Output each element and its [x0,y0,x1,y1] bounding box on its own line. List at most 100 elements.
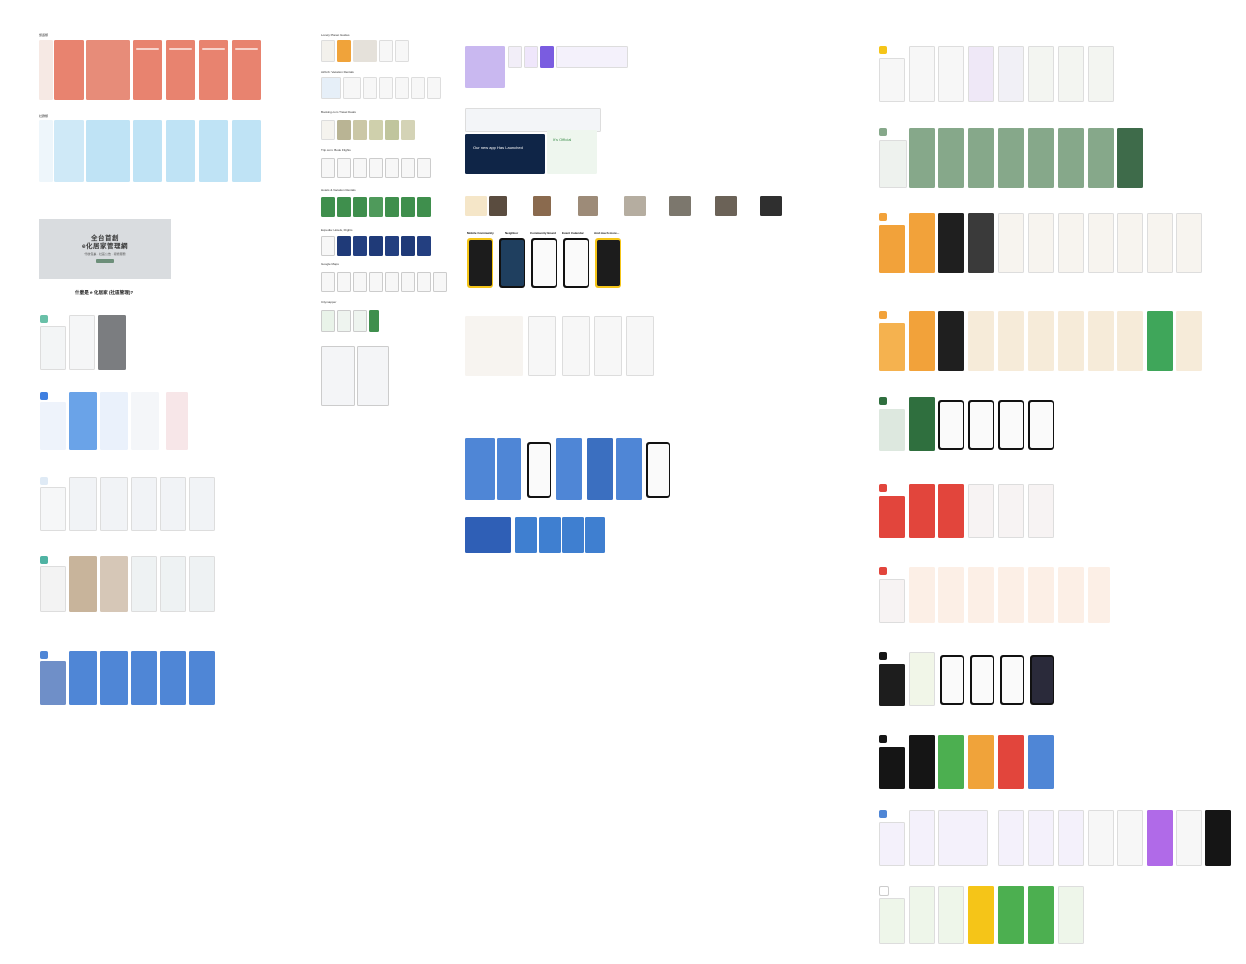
app-screenshot[interactable] [879,225,905,273]
app-screenshot[interactable] [998,810,1024,866]
app-screenshot[interactable] [1088,128,1114,188]
app-screenshot[interactable] [40,487,66,531]
app-icon[interactable] [40,477,48,485]
app-screenshot[interactable] [909,213,935,273]
app-screenshot[interactable] [998,46,1024,102]
phone-mockup[interactable] [998,400,1024,450]
app-screenshot[interactable] [166,392,188,450]
app-screenshot[interactable] [417,236,431,256]
app-icon-tile[interactable] [39,40,53,100]
app-screenshot[interactable] [1147,213,1173,273]
app-screenshot[interactable] [385,197,399,217]
app-screenshot[interactable] [968,886,994,944]
app-screenshot[interactable] [524,46,538,68]
app-screenshot[interactable] [160,477,186,531]
app-screenshot[interactable] [1028,46,1054,102]
photo-tile[interactable] [669,196,691,216]
app-screenshot[interactable] [69,477,97,531]
app-screenshot[interactable] [998,735,1024,789]
app-icon[interactable] [879,484,887,492]
app-screenshot[interactable] [1058,886,1084,944]
app-screenshot[interactable] [337,120,351,140]
app-screenshot[interactable] [1058,567,1084,623]
app-screenshot[interactable] [395,77,409,99]
app-screenshot[interactable] [86,120,130,182]
app-screenshot[interactable] [539,517,561,553]
app-screenshot[interactable] [321,197,335,217]
photo-tile[interactable] [533,196,551,216]
phone-mockup[interactable] [563,238,589,288]
app-screenshot[interactable] [909,128,935,188]
app-screenshot[interactable] [556,438,582,500]
app-screenshot[interactable] [1176,810,1202,866]
app-screenshot[interactable] [353,272,367,292]
app-screenshot[interactable] [879,747,905,789]
app-screenshot[interactable] [199,40,228,100]
app-screenshot[interactable] [1058,46,1084,102]
app-screenshot[interactable] [909,484,935,538]
app-screenshot[interactable] [1176,311,1202,371]
app-screenshot[interactable] [968,567,994,623]
app-screenshot[interactable] [909,567,935,623]
app-screenshot[interactable] [385,236,399,256]
app-icon[interactable] [40,315,48,323]
app-screenshot[interactable] [131,392,159,450]
app-screenshot[interactable] [998,311,1024,371]
app-screenshot[interactable] [427,77,441,99]
app-screenshot[interactable] [321,158,335,178]
app-screenshot[interactable] [879,140,907,188]
app-screenshot[interactable] [69,392,97,450]
app-screenshot[interactable] [369,310,379,332]
app-screenshot[interactable] [337,272,351,292]
app-screenshot[interactable] [160,556,186,612]
app-screenshot[interactable] [54,40,84,100]
app-screenshot[interactable] [401,236,415,256]
app-screenshot[interactable] [465,108,601,132]
app-screenshot[interactable] [337,310,351,332]
app-screenshot-long[interactable] [357,346,389,406]
app-screenshot-long[interactable] [321,346,355,406]
app-screenshot[interactable] [998,484,1024,538]
app-screenshot[interactable] [379,40,393,62]
app-screenshot[interactable] [938,735,964,789]
app-screenshot[interactable] [1028,484,1054,538]
app-screenshot[interactable] [232,120,261,182]
app-screenshot[interactable] [321,120,335,140]
app-screenshot[interactable] [1058,213,1084,273]
app-screenshot[interactable] [417,272,431,292]
app-icon[interactable] [879,652,887,660]
app-screenshot[interactable] [968,46,994,102]
app-screenshot[interactable] [98,315,126,370]
app-icon[interactable] [879,397,887,405]
promo-banner[interactable]: 全台首創 e化居家管理網 代收包裹 · 社區公告 · 報修服務 [39,219,171,279]
app-screenshot[interactable] [337,158,351,178]
app-screenshot[interactable] [626,316,654,376]
phone-mockup[interactable] [467,238,493,288]
app-screenshot[interactable] [998,213,1024,273]
app-screenshot[interactable] [508,46,522,68]
app-screenshot[interactable] [369,197,383,217]
app-screenshot[interactable] [321,77,341,99]
app-screenshot[interactable] [131,477,157,531]
app-icon[interactable] [40,556,48,564]
app-screenshot[interactable] [1147,311,1173,371]
app-screenshot[interactable] [369,120,383,140]
app-screenshot[interactable] [879,323,905,371]
app-screenshot[interactable] [69,651,97,705]
app-icon[interactable] [879,735,887,743]
app-screenshot[interactable] [1205,810,1231,866]
app-screenshot[interactable] [998,886,1024,944]
app-screenshot[interactable] [465,517,511,553]
app-screenshot[interactable] [968,213,994,273]
app-screenshot[interactable] [1088,311,1114,371]
app-screenshot[interactable] [395,40,409,62]
app-screenshot[interactable] [497,438,521,500]
app-screenshot[interactable] [1058,311,1084,371]
app-screenshot[interactable] [69,556,97,612]
phone-mockup[interactable] [646,442,670,498]
app-screenshot[interactable] [100,477,128,531]
app-screenshot[interactable] [909,810,935,866]
app-screenshot[interactable] [337,40,351,62]
app-screenshot[interactable] [385,272,399,292]
app-icon[interactable] [879,311,887,319]
